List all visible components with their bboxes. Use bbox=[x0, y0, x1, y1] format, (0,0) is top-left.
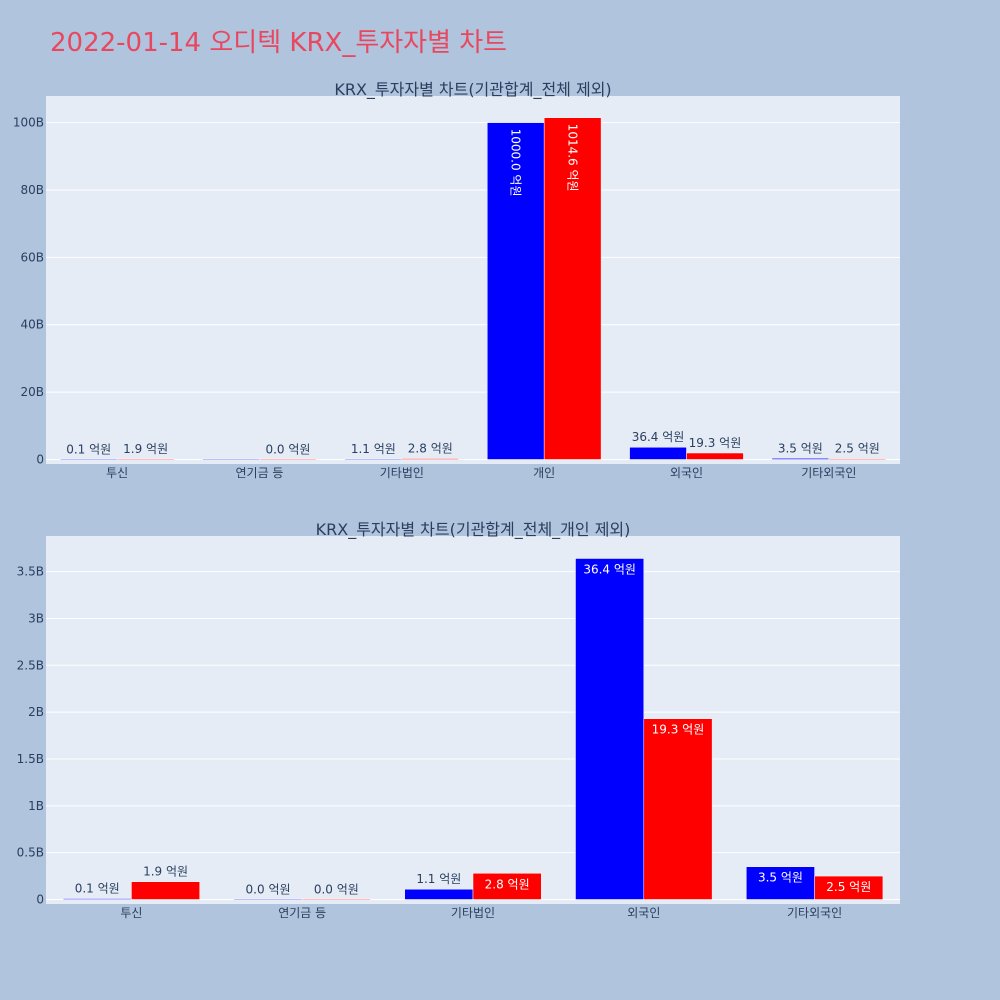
bar bbox=[233, 898, 303, 900]
bar bbox=[131, 881, 200, 900]
data-label: 19.3 억원 bbox=[652, 723, 705, 737]
x-tick-label: 기타법인 bbox=[451, 906, 495, 920]
data-label: 0.1 억원 bbox=[75, 882, 120, 896]
bar bbox=[575, 558, 645, 900]
bar bbox=[62, 898, 132, 900]
x-tick-label: 기타외국인 bbox=[787, 906, 842, 920]
y-tick-label: 0.5B bbox=[17, 846, 44, 860]
y-tick-label: 2B bbox=[28, 705, 44, 719]
y-tick-label: 2.5B bbox=[17, 658, 44, 672]
data-label: 2.8 억원 bbox=[408, 442, 453, 456]
bar bbox=[746, 866, 815, 900]
data-label: 1.1 억원 bbox=[351, 442, 396, 456]
x-tick-label: 기타외국인 bbox=[801, 466, 856, 480]
data-label: 1.1 억원 bbox=[416, 872, 461, 886]
chart-top: 0 20B 40B 60B 80B 100B KRX_투자자별 차트(기관합계_전체 제외)… bbox=[13, 80, 900, 480]
data-label: 2.5 억원 bbox=[826, 880, 871, 894]
data-label: 19.3 억원 bbox=[689, 436, 742, 450]
data-label: 0.1 억원 bbox=[66, 442, 111, 456]
plot-background bbox=[46, 96, 900, 464]
bar bbox=[814, 875, 884, 900]
y-tick-label: 20B bbox=[20, 385, 44, 399]
y-tick-label: 0 bbox=[36, 453, 44, 467]
bar bbox=[643, 718, 713, 900]
data-label: 1014.6 억원 bbox=[566, 124, 580, 192]
data-label: 36.4 억원 bbox=[632, 430, 685, 444]
y-tick-label: 3B bbox=[28, 611, 44, 625]
bar bbox=[401, 458, 460, 460]
bar bbox=[404, 888, 474, 900]
page-title: 2022-01-14 오디텍 KRX_투자자별 차트 bbox=[50, 28, 508, 58]
data-label: 1.9 억원 bbox=[123, 442, 168, 456]
data-label: 3.5 억원 bbox=[778, 441, 823, 455]
data-label: 3.5 억원 bbox=[758, 871, 803, 885]
data-label: 0.0 억원 bbox=[265, 443, 310, 457]
y-tick-label: 80B bbox=[20, 183, 44, 197]
x-tick-label: 투신 bbox=[120, 906, 142, 920]
bar bbox=[116, 458, 175, 460]
data-label: 0.0 억원 bbox=[314, 883, 359, 897]
x-tick-label: 외국인 bbox=[627, 906, 660, 920]
x-tick-label: 투신 bbox=[106, 466, 128, 480]
bar bbox=[686, 452, 744, 460]
bar bbox=[472, 873, 542, 900]
data-label: 0.0 억원 bbox=[246, 883, 291, 897]
bar bbox=[543, 117, 602, 460]
y-tick-label: 0 bbox=[36, 893, 44, 907]
y-tick-label: 1.5B bbox=[17, 752, 44, 766]
y-tick-label: 40B bbox=[20, 318, 44, 332]
bar bbox=[259, 458, 317, 460]
data-label: 2.5 억원 bbox=[835, 442, 880, 456]
data-label: 1000.0 억원 bbox=[509, 129, 523, 197]
data-label: 2.8 억원 bbox=[485, 877, 530, 891]
x-tick-label: 개인 bbox=[533, 466, 555, 480]
data-label: 1.9 억원 bbox=[143, 865, 188, 879]
x-tick-label: 기타법인 bbox=[380, 466, 424, 480]
data-label: 36.4 억원 bbox=[583, 562, 636, 576]
y-tick-label: 1B bbox=[28, 799, 44, 813]
bar bbox=[301, 898, 371, 900]
x-tick-label: 연기금 등 bbox=[236, 466, 284, 480]
x-tick-label: 연기금 등 bbox=[278, 906, 326, 920]
y-tick-label: 60B bbox=[20, 250, 44, 264]
y-tick-label: 100B bbox=[13, 116, 44, 130]
x-tick-label: 외국인 bbox=[670, 466, 703, 480]
chart-title: KRX_투자자별 차트(기관합계_전체_개인 제외) bbox=[316, 520, 631, 540]
plot-background bbox=[46, 536, 900, 904]
bar bbox=[486, 122, 545, 460]
chart-title: KRX_투자자별 차트(기관합계_전체 제외) bbox=[334, 80, 611, 100]
y-tick-label: 3.5B bbox=[17, 565, 44, 579]
bar bbox=[828, 458, 887, 460]
